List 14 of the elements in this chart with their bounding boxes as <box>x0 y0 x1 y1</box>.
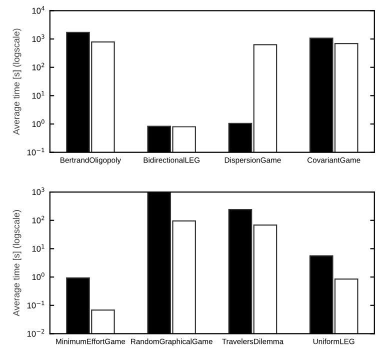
y-tick-label: 10$^{−1}$ <box>27 148 44 156</box>
y-tick-label: 10$^{0}$ <box>32 272 44 280</box>
y-tick-label: 10$^{3}$ <box>32 34 44 42</box>
y-tick-label: 10$^{−2}$ <box>27 329 44 337</box>
y-axis-title: Average time [s] (logscale) <box>12 210 22 316</box>
y-tick-label: 10$^{−1}$ <box>27 300 44 308</box>
y-tick-label: 10$^{4}$ <box>32 6 44 14</box>
y-tick-label: 10$^{3}$ <box>32 187 44 196</box>
y-tick-label: 10$^{0}$ <box>32 119 44 128</box>
y-tick-label: 10$^{2}$ <box>32 62 44 70</box>
y-tick-label: 10$^{2}$ <box>32 216 44 224</box>
y-tick-label: 10$^{1}$ <box>32 91 44 99</box>
y-tick-label: 10$^{1}$ <box>32 244 44 252</box>
y-axis-title: Average time [s] (logscale) <box>12 28 22 135</box>
